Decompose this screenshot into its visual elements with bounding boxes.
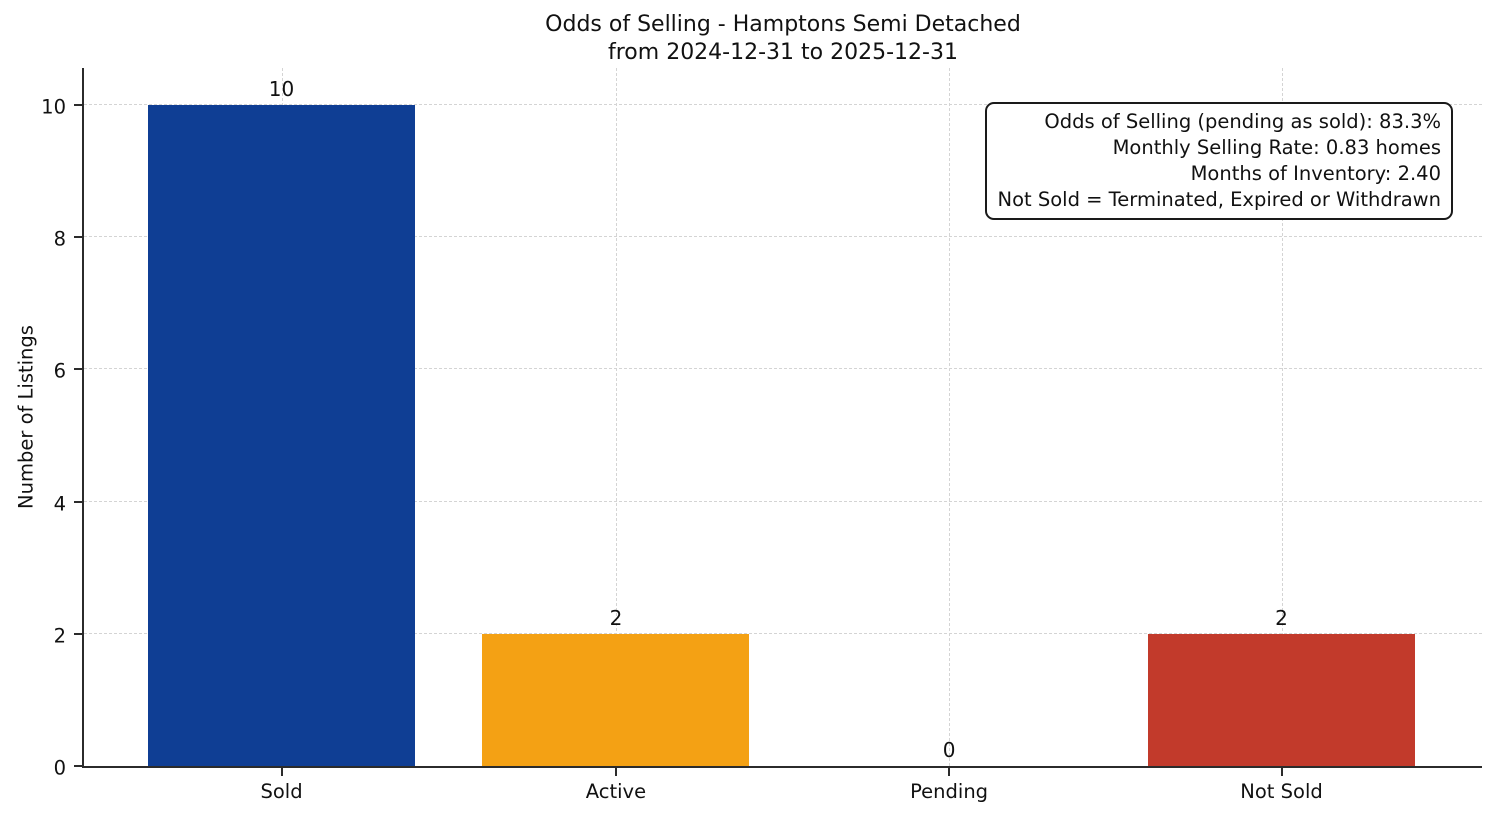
gridline-horizontal: [84, 632, 1482, 634]
bar-value-label-active: 2: [609, 605, 623, 630]
x-axis-spine: [82, 766, 1482, 768]
x-axis-tick-pending: [948, 768, 951, 776]
chart-title: Odds of Selling - Hamptons Semi Detached…: [84, 11, 1482, 67]
bar-active: [482, 633, 750, 766]
chart-title-line-1: Odds of Selling - Hamptons Semi Detached: [545, 12, 1021, 37]
y-axis-tick-label-2: 2: [53, 624, 66, 648]
y-axis-spine: [82, 68, 84, 768]
y-axis-tick-label-8: 8: [53, 227, 66, 251]
x-axis-tick-label-sold: Sold: [260, 780, 303, 803]
y-axis-tick-6: [74, 368, 82, 371]
x-axis-tick-active: [614, 768, 617, 776]
x-axis-tick-label-active: Active: [585, 780, 647, 803]
y-axis-tick-label-6: 6: [53, 359, 66, 383]
annotation-odds-of-selling: Odds of Selling (pending as sold): 83.3%: [1044, 110, 1441, 133]
bar-value-label-sold: 10: [268, 77, 295, 102]
x-axis-tick-sold: [280, 768, 283, 776]
y-axis-tick-2: [74, 632, 82, 635]
annotation-months-of-inventory: Months of Inventory: 2.40: [1190, 162, 1441, 185]
x-axis-tick-label-pending: Pending: [910, 780, 989, 803]
bar-value-label-pending: 0: [942, 738, 956, 762]
y-axis-tick-label-10: 10: [41, 95, 66, 119]
annotation-monthly-selling-rate: Monthly Selling Rate: 0.83 homes: [1112, 136, 1441, 159]
annotation-not-sold-definition: Not Sold = Terminated, Expired or Withdr…: [997, 188, 1441, 211]
gridline-vertical: [615, 68, 617, 766]
gridline-horizontal: [84, 368, 1482, 370]
y-axis-tick-8: [74, 236, 82, 239]
y-axis-tick-4: [74, 500, 82, 503]
gridline-horizontal: [84, 104, 1482, 106]
bar-sold: [148, 105, 416, 766]
gridline-horizontal: [84, 500, 1482, 502]
stats-annotation-box: Odds of Selling (pending as sold): 83.3%…: [985, 102, 1453, 220]
x-axis-tick-label-not-sold: Not Sold: [1240, 780, 1323, 803]
y-axis-tick-label-4: 4: [53, 492, 66, 516]
gridline-horizontal: [84, 236, 1482, 238]
gridline-vertical: [949, 68, 951, 766]
y-axis-tick-10: [74, 104, 82, 107]
chart-title-line-2: from 2024-12-31 to 2025-12-31: [608, 40, 958, 65]
plot-area: 10 Sold 2 Active 0 Pending 2 Not Sold 0 2 4 6 8 10: [41, 68, 1482, 803]
bar-not-sold: [1148, 633, 1416, 766]
y-axis-tick-0: [74, 765, 82, 767]
gridline-vertical: [1281, 68, 1283, 766]
bar-value-label-not-sold: 2: [1275, 605, 1288, 630]
y-axis-tick-label-0: 0: [53, 756, 66, 780]
y-axis-title: Number of Listings: [14, 325, 38, 509]
x-axis-tick-not-sold: [1280, 768, 1283, 776]
